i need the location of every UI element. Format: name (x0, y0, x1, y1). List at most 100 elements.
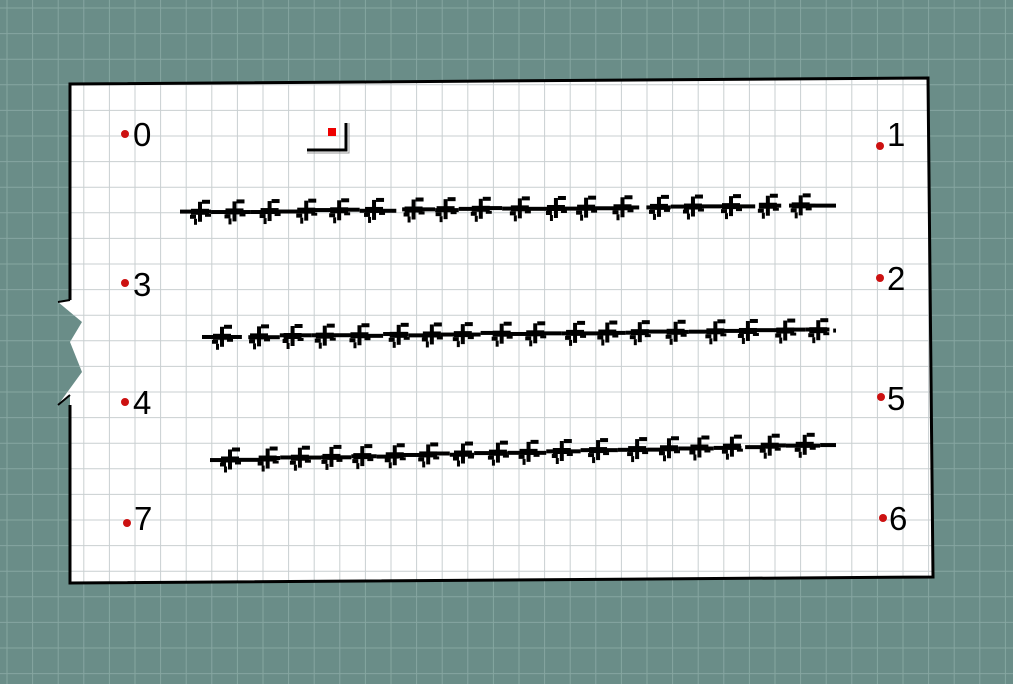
plant-cluster (329, 198, 351, 224)
obstacle-cell (594, 206, 623, 211)
plant-cluster (296, 198, 318, 224)
obstacle-cell (530, 331, 562, 336)
plant-cluster (224, 199, 246, 225)
plant-cluster (588, 438, 610, 464)
waypoint-4[interactable]: 4 (121, 384, 151, 421)
plant-cluster (321, 444, 343, 470)
obstacle-cell (210, 458, 232, 463)
robot-outline (307, 123, 348, 152)
waypoint-7[interactable]: 7 (123, 500, 152, 537)
obstacle-cell (304, 208, 340, 213)
plant-cluster (551, 439, 573, 465)
crop-row-3 (210, 432, 836, 473)
obstacle-cell (428, 451, 450, 456)
obstacle-cell (328, 333, 363, 338)
waypoint-dot[interactable] (123, 519, 131, 527)
obstacle-cell (362, 333, 384, 338)
plant-cluster (352, 444, 374, 470)
waypoint-dot[interactable] (876, 274, 884, 282)
plant-cluster (259, 199, 281, 225)
plant-cluster (689, 435, 711, 461)
outer-wall (68, 76, 935, 585)
plant-cluster (190, 199, 211, 225)
plant-cluster (794, 432, 816, 458)
plant-cluster (403, 197, 425, 223)
plant-cluster (721, 194, 743, 220)
obstacle-cell (755, 328, 783, 333)
obstacle-cell (480, 330, 503, 335)
plant-cluster (775, 318, 797, 344)
obstacle-cell (339, 207, 360, 212)
plant-cluster (349, 323, 371, 349)
waypoint-label: 0 (133, 116, 151, 153)
waypoints: 0 1 2 3 4 5 6 7 (121, 116, 907, 537)
plant-cluster (576, 195, 598, 221)
waypoint-label: 7 (134, 500, 152, 537)
plant-cluster (421, 322, 443, 348)
waypoint-label: 4 (133, 384, 151, 421)
plant-cluster (487, 440, 509, 466)
robot-shadow (307, 123, 350, 154)
plant-cluster (627, 437, 649, 463)
obstacle-cell (280, 455, 295, 460)
plant-cluster (470, 196, 492, 222)
plant-cluster (705, 319, 727, 345)
waypoint-dot[interactable] (879, 514, 887, 522)
plant-cluster (565, 320, 587, 346)
waypoint-label: 3 (133, 266, 151, 303)
waypoint-2[interactable]: 2 (876, 260, 905, 297)
plant-cluster (597, 320, 619, 346)
obstacle-cell (269, 209, 305, 214)
waypoint-5[interactable]: 5 (877, 380, 905, 417)
waypoint-dot[interactable] (121, 398, 129, 406)
obstacle-cell (815, 203, 836, 208)
waypoint-0[interactable]: 0 (121, 116, 151, 153)
plant-cluster (759, 433, 781, 459)
plant-cluster (491, 321, 513, 347)
obstacle-cell (525, 206, 553, 211)
waypoint-3[interactable]: 3 (121, 266, 151, 303)
robot-marker[interactable] (307, 123, 350, 154)
plant-cluster (452, 322, 474, 348)
plant-cluster (648, 194, 670, 220)
plant-cluster (282, 324, 304, 349)
waypoint-6[interactable]: 6 (879, 500, 907, 537)
plant-cluster (452, 441, 474, 467)
waypoint-dot[interactable] (121, 279, 129, 287)
waypoint-dot[interactable] (121, 130, 129, 138)
obstacle-cell (483, 206, 503, 211)
plant-cluster (737, 318, 759, 344)
obstacle-cell (737, 204, 756, 209)
plant-cluster (757, 193, 779, 219)
crop-row-1 (180, 193, 836, 225)
plant-cluster (658, 436, 680, 462)
crop-rows (180, 193, 836, 473)
plant-cluster (289, 445, 311, 471)
plant-cluster (682, 194, 704, 220)
plant-cluster (435, 197, 457, 223)
robot-position-dot[interactable] (328, 128, 336, 136)
waypoint-label: 6 (889, 500, 907, 537)
waypoint-label: 1 (887, 116, 905, 153)
waypoint-label: 2 (887, 260, 905, 297)
obstacle-cell (398, 452, 429, 457)
plant-cluster (721, 434, 743, 460)
obstacle-cell (820, 443, 836, 448)
obstacle-cell (250, 210, 270, 215)
plant-cluster (509, 196, 531, 222)
waypoint-1[interactable]: 1 (876, 116, 905, 153)
plant-cluster (545, 195, 567, 221)
plant-cluster (314, 323, 336, 349)
plant-cluster (384, 443, 406, 469)
plant-cluster (525, 321, 547, 347)
plant-cluster (220, 447, 241, 473)
plant-cluster (665, 319, 687, 345)
plant-cluster (612, 195, 634, 221)
waypoint-dot[interactable] (877, 393, 885, 401)
plant-cluster (212, 324, 233, 350)
waypoint-dot[interactable] (876, 142, 884, 150)
obstacle-cell (231, 457, 260, 462)
